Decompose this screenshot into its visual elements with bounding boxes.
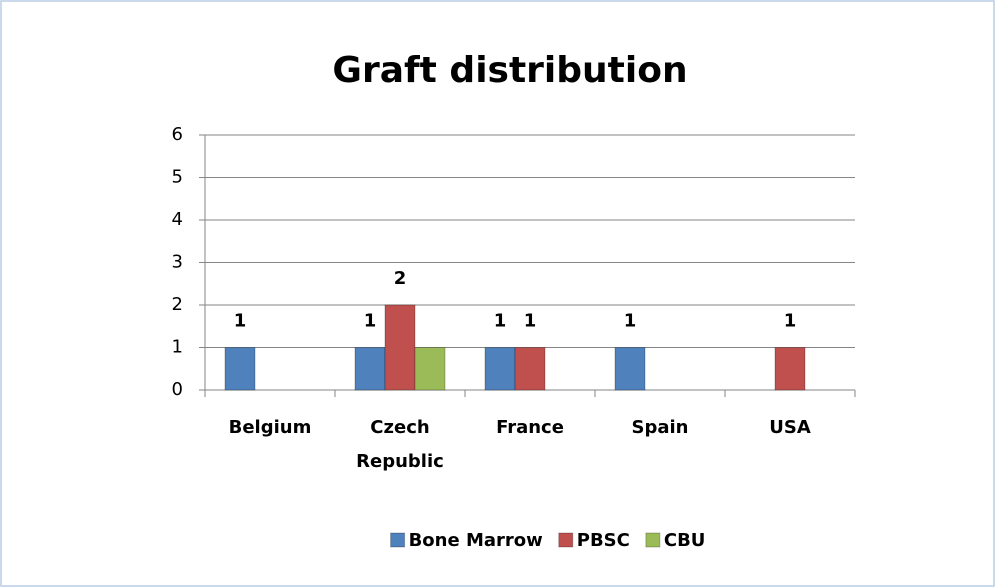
x-tick-label: Belgium (229, 417, 312, 438)
y-tick-label: 1 (172, 337, 183, 358)
data-label: 1 (364, 311, 377, 332)
data-label: 1 (234, 311, 247, 332)
y-tick-label: 0 (172, 379, 183, 400)
bar (354, 347, 386, 391)
legend-label: Bone Marrow (409, 530, 543, 551)
y-tick-label: 4 (172, 209, 183, 230)
x-tick-label: USA (769, 417, 811, 438)
legend-label: PBSC (577, 530, 630, 551)
data-label: 1 (624, 311, 637, 332)
bar (514, 347, 546, 391)
legend-swatch (645, 532, 661, 548)
data-label: 1 (524, 311, 537, 332)
data-label: 1 (784, 311, 797, 332)
legend-label: CBU (664, 530, 706, 551)
data-label: 2 (394, 268, 407, 289)
x-tick-label: Spain (632, 417, 689, 438)
legend-swatch (390, 532, 406, 548)
bar (484, 347, 516, 391)
y-tick-label: 3 (172, 252, 183, 273)
bar (414, 347, 446, 391)
bar (614, 347, 646, 391)
y-tick-label: 6 (172, 124, 183, 145)
y-tick-label: 2 (172, 294, 183, 315)
legend-swatch (558, 532, 574, 548)
x-tick-label: France (496, 417, 564, 438)
bar (224, 347, 256, 391)
y-tick-label: 5 (172, 167, 183, 188)
data-label: 1 (494, 311, 507, 332)
chart-title: Graft distribution (332, 50, 687, 91)
bar (774, 347, 806, 391)
legend: Bone Marrow PBSC CBU (390, 530, 706, 551)
bar (384, 304, 416, 391)
x-tick-label: Czech Republic (356, 417, 444, 472)
